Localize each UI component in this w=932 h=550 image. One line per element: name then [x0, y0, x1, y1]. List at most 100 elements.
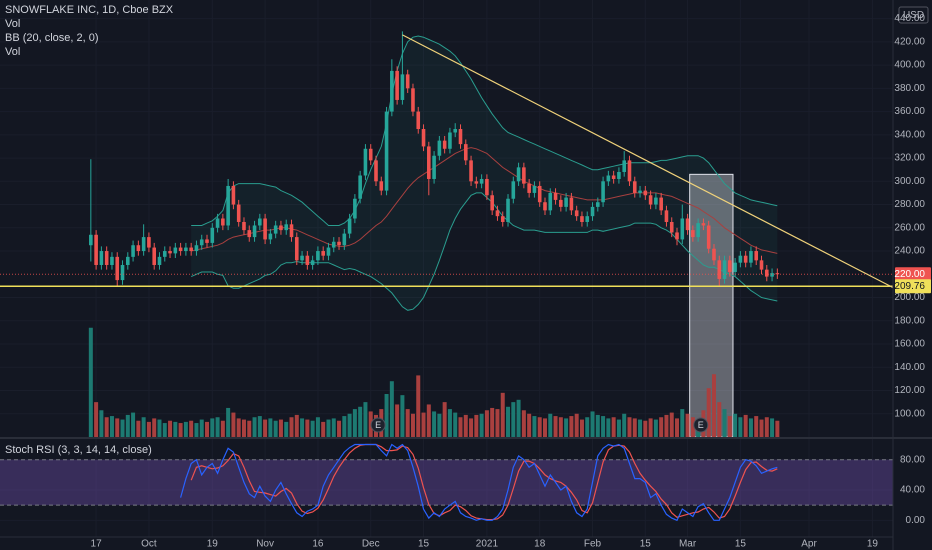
volume-bar [432, 411, 437, 437]
bb-middle [191, 147, 778, 254]
candle-body [659, 197, 663, 211]
volume-bar [675, 418, 680, 437]
candle-body [595, 202, 600, 207]
candle-body [490, 195, 494, 211]
volume-bar [711, 374, 716, 437]
candle-body [110, 256, 114, 265]
candle-body [643, 190, 648, 196]
volume-bar [585, 417, 590, 437]
currency-box[interactable] [898, 6, 929, 24]
x-tick-label: Mar [679, 539, 697, 550]
volume-bar [263, 419, 268, 437]
support-label: 209.76 [894, 281, 925, 292]
candle-body [706, 225, 711, 249]
candle-body [99, 251, 104, 265]
candle-body [511, 181, 516, 199]
candle-body [215, 218, 220, 228]
currency: USD [903, 10, 924, 21]
candle-body [775, 273, 780, 275]
candle-body [680, 218, 685, 240]
fill-layer [0, 36, 893, 506]
volume-bar [690, 417, 695, 437]
volume-bar [569, 416, 574, 437]
volume-bar [331, 418, 336, 437]
candle-body [331, 241, 336, 248]
x-tick-label: 19 [207, 539, 219, 550]
candle-body [691, 230, 695, 238]
volume-bar [247, 420, 252, 437]
candle-body [242, 221, 246, 231]
candle-body [173, 247, 178, 254]
candle-body [189, 247, 193, 252]
candle-body [205, 239, 209, 243]
candle-body [184, 247, 188, 252]
candle-body [316, 251, 320, 261]
volume-bar [532, 416, 537, 437]
legend-layer: SNOWFLAKE INC, 1D, Cboe BZX Vol BB (20, … [5, 4, 174, 456]
candle-body [601, 181, 605, 203]
candle-body [495, 210, 500, 217]
candle-body [104, 251, 109, 265]
candle-body [236, 204, 241, 222]
y-tick-label: 100.00 [894, 408, 925, 419]
candle-layer [89, 31, 780, 286]
volume-bar [764, 417, 769, 437]
candle-body [532, 185, 537, 193]
volume-bar [548, 413, 553, 437]
volume-bar [632, 418, 637, 437]
y-tick-label: 380.00 [894, 83, 925, 94]
candle-body [405, 74, 410, 89]
volume-bar [358, 406, 363, 437]
candle-body [247, 230, 252, 238]
candle-body [548, 192, 553, 211]
candle-body [553, 192, 558, 200]
volume-bar [136, 420, 141, 437]
candle-body [585, 216, 590, 222]
indicator-label: BB (20, close, 2, 0) [5, 32, 99, 44]
candle-body [294, 237, 299, 261]
candle-body [300, 255, 304, 261]
candle-body [500, 216, 505, 222]
y-tick-label: 360.00 [894, 106, 925, 117]
volume-bar [268, 418, 273, 437]
volume-bar [574, 413, 579, 437]
candle-body [210, 227, 215, 243]
volume-bar [115, 418, 120, 437]
x-tick-label: 2021 [476, 539, 499, 550]
candle-body [622, 160, 627, 173]
volume-bar [759, 419, 764, 437]
candle-body [115, 256, 120, 281]
volume-bar [210, 418, 215, 437]
candle-body [580, 216, 584, 222]
candle-body [606, 175, 611, 182]
candle-body [448, 132, 452, 149]
volume-bar [627, 417, 632, 437]
candle-body [485, 178, 489, 196]
volume-bar [537, 417, 542, 437]
candle-body [168, 251, 172, 254]
stoch-band-fill [0, 459, 893, 506]
volume-bar [416, 375, 421, 437]
indicator-label: Vol [5, 18, 20, 30]
candle-body [654, 197, 658, 205]
candle-body [273, 225, 278, 234]
x-tick-label: Feb [584, 539, 602, 550]
candle-body [289, 224, 294, 238]
volume-bar [421, 412, 426, 437]
volume-bar [173, 421, 178, 437]
volume-bar [685, 413, 690, 437]
candle-body [400, 74, 405, 100]
trendline [402, 34, 894, 289]
candle-body [469, 160, 473, 182]
volume-bar [527, 413, 532, 437]
y-tick-label: 320.00 [894, 153, 925, 164]
volume-bar [733, 413, 738, 437]
volume-bar [294, 414, 299, 437]
volume-bar [553, 416, 558, 437]
x-tick-label: 15 [418, 539, 430, 550]
volume-bar [104, 417, 109, 437]
candle-body [569, 197, 574, 211]
volume-bar [278, 419, 283, 437]
